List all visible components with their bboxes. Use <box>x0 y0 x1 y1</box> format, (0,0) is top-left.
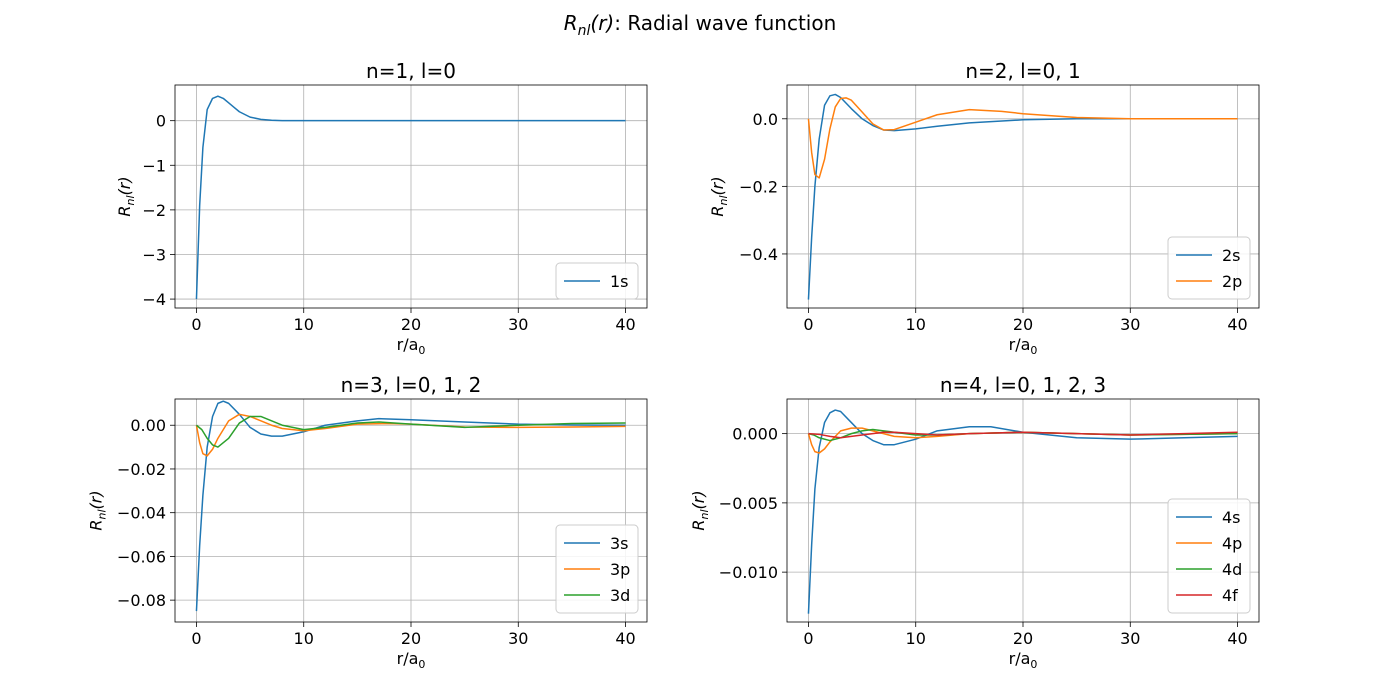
y-tick-label: 0.000 <box>732 425 778 444</box>
y-tick-label: −4 <box>142 290 166 309</box>
x-tick-label: 30 <box>1120 629 1140 648</box>
x-tick-label: 40 <box>615 315 635 334</box>
y-tick-label: −2 <box>142 201 166 220</box>
legend-label-3p: 3p <box>610 560 630 579</box>
legend: 1s <box>555 262 639 300</box>
y-tick-label: −0.08 <box>117 591 166 610</box>
x-tick-label: 0 <box>803 315 813 334</box>
subplot-4: 0 10 20 30 40 0.000 −0.005 −0.010 n=4, l=0, 1, 2… <box>689 373 1260 671</box>
y-tick-label: −0.04 <box>117 504 166 523</box>
x-tick-label: 20 <box>1013 629 1033 648</box>
series-group <box>807 409 1238 614</box>
suptitle-subscript: nl <box>578 23 591 39</box>
y-tick-label: −3 <box>142 245 166 264</box>
x-tick-label: 0 <box>803 629 813 648</box>
subplot-title: n=1, l=0 <box>366 59 456 83</box>
x-tick-label: 40 <box>615 629 635 648</box>
x-tick-label: 0 <box>191 315 201 334</box>
series-line-3d <box>195 415 626 448</box>
series-line-4f <box>808 431 1238 439</box>
subplot-1: 0 10 20 30 40 0 −1 −2 −3 −4 n=1, l=0 r/a0 Rnl(r) 1s <box>115 59 648 357</box>
series-group <box>195 95 626 300</box>
series-line-3s <box>195 400 626 612</box>
y-tick-label: −1 <box>142 156 166 175</box>
y-tick-label: −0.2 <box>739 177 778 196</box>
series-line-2p <box>807 97 1238 179</box>
x-tick-label: 40 <box>1227 629 1247 648</box>
y-tick-label: 0.0 <box>753 110 778 129</box>
x-tick-label: 20 <box>401 315 421 334</box>
legend-label-4f: 4f <box>1222 586 1238 605</box>
legend-label-4s: 4s <box>1222 508 1241 527</box>
x-tick-label: 30 <box>508 629 528 648</box>
subplot-3: 0 10 20 30 40 0.00 −0.02 −0.04 −0.06 −0.08 n=3, l=… <box>87 373 648 671</box>
legend-label-3d: 3d <box>610 586 630 605</box>
x-axis-label: r/a0 <box>397 335 426 357</box>
x-tick-label: 0 <box>191 629 201 648</box>
subplot-grid: 0 10 20 30 40 0 −1 −2 −3 −4 n=1, l=0 r/a0 Rnl(r) 1s 0 1… <box>87 59 1260 671</box>
figure-suptitle: Rnl(r): Radial wave function <box>564 11 837 39</box>
legend-label-2s: 2s <box>1222 246 1241 265</box>
y-tick-label: −0.005 <box>719 494 778 513</box>
y-tick-label: −0.4 <box>739 245 778 264</box>
legend-box <box>1167 498 1251 614</box>
legend-label-2p: 2p <box>1222 272 1242 291</box>
legend-label-4d: 4d <box>1222 560 1242 579</box>
x-tick-label: 10 <box>906 629 926 648</box>
series-group <box>195 400 626 612</box>
y-tick-label: 0.00 <box>130 416 166 435</box>
subplot-2: 0 10 20 30 40 0.0 −0.2 −0.4 n=2, l=0, 1 r/a0 Rnl(r… <box>708 59 1260 357</box>
x-tick-label: 10 <box>906 315 926 334</box>
x-axis-label: r/a0 <box>397 649 426 671</box>
legend-label-4p: 4p <box>1222 534 1242 553</box>
x-tick-label: 30 <box>508 315 528 334</box>
y-axis-label: Rnl(r) <box>689 490 711 530</box>
suptitle-symbol: R <box>564 11 578 35</box>
subplot-title: n=4, l=0, 1, 2, 3 <box>940 373 1106 397</box>
x-tick-label: 10 <box>294 629 314 648</box>
y-axis-label: Rnl(r) <box>87 490 109 530</box>
x-tick-label: 30 <box>1120 315 1140 334</box>
y-axis-label: Rnl(r) <box>708 176 730 216</box>
series-line-2s <box>807 93 1238 300</box>
x-tick-label: 40 <box>1227 315 1247 334</box>
legend-label-1s: 1s <box>610 272 629 291</box>
legend-label-3s: 3s <box>610 534 629 553</box>
legend: 4s 4p 4d 4f <box>1167 498 1251 614</box>
y-axis-label: Rnl(r) <box>115 176 137 216</box>
y-tick-label: −0.010 <box>719 563 778 582</box>
legend: 3s 3p 3d <box>555 524 639 614</box>
suptitle-argument: (r) <box>590 11 614 35</box>
x-tick-label: 10 <box>294 315 314 334</box>
x-tick-label: 20 <box>1013 315 1033 334</box>
x-tick-label: 20 <box>401 629 421 648</box>
subplot-title: n=2, l=0, 1 <box>965 59 1080 83</box>
suptitle-text: : Radial wave function <box>614 11 836 35</box>
subplot-title: n=3, l=0, 1, 2 <box>341 373 482 397</box>
x-axis-label: r/a0 <box>1009 649 1038 671</box>
y-tick-label: −0.06 <box>117 547 166 566</box>
legend-box <box>1167 236 1251 300</box>
series-line-1s <box>195 95 626 300</box>
y-tick-label: 0 <box>156 112 166 131</box>
series-group <box>807 93 1238 300</box>
x-axis-label: r/a0 <box>1009 335 1038 357</box>
y-tick-label: −0.02 <box>117 460 166 479</box>
